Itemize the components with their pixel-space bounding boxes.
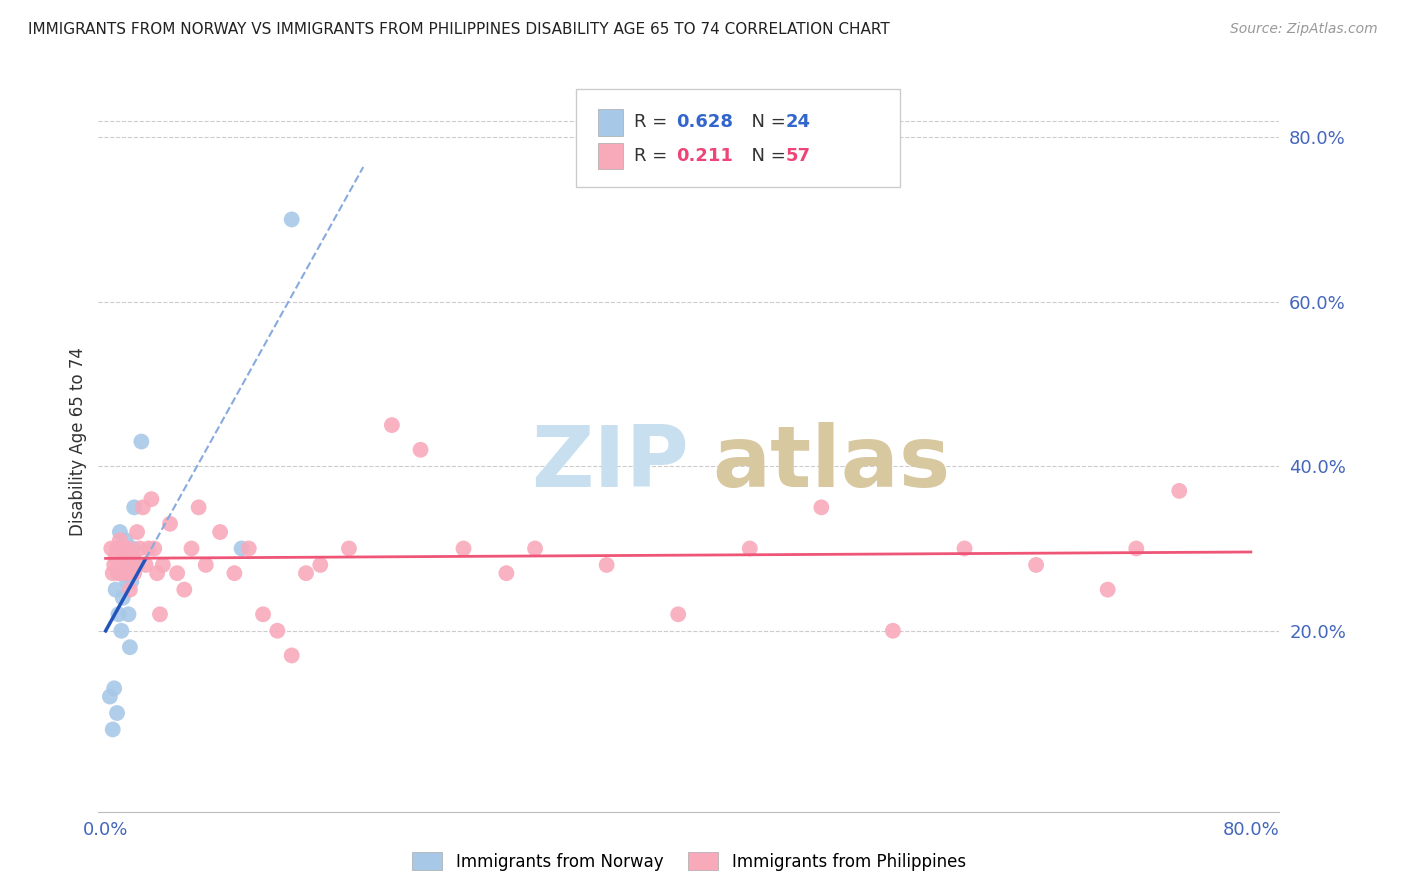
Point (132, 500, 155, 515)
Point (103, 681, 125, 696)
Point (122, 566, 145, 581)
Point (381, 418, 404, 433)
Point (209, 524, 232, 539)
Point (115, 574, 138, 589)
Point (180, 541, 202, 556)
Point (121, 549, 143, 564)
Point (118, 582, 141, 597)
Point (138, 541, 160, 556)
Point (117, 541, 139, 556)
Point (159, 516, 181, 531)
Text: N =: N = (740, 113, 792, 131)
Point (953, 541, 976, 556)
Point (224, 566, 246, 581)
Point (122, 500, 145, 515)
Point (231, 541, 253, 556)
Point (238, 541, 260, 556)
Point (125, 524, 148, 539)
Point (309, 558, 332, 572)
Point (131, 434, 153, 449)
Point (1168, 483, 1191, 498)
Point (117, 607, 139, 622)
Point (120, 574, 142, 589)
Point (280, 648, 302, 663)
Point (666, 607, 689, 622)
Point (337, 541, 360, 556)
Point (103, 558, 125, 572)
Point (194, 558, 217, 572)
Point (1025, 558, 1047, 572)
Point (108, 533, 131, 548)
Point (111, 591, 134, 605)
Point (1125, 541, 1147, 556)
Point (280, 212, 302, 227)
Point (107, 566, 129, 581)
Point (810, 500, 832, 515)
Point (108, 524, 131, 539)
Point (409, 442, 432, 457)
Text: R =: R = (634, 147, 679, 165)
Point (252, 607, 274, 622)
Point (110, 624, 132, 638)
Point (120, 558, 142, 572)
Point (115, 566, 138, 581)
Point (101, 723, 124, 737)
Point (166, 566, 188, 581)
Point (112, 558, 135, 572)
Text: ZIP: ZIP (531, 422, 689, 505)
Point (143, 541, 166, 556)
Point (121, 541, 143, 556)
Text: 0.628: 0.628 (676, 113, 734, 131)
Text: R =: R = (634, 113, 673, 131)
Text: Source: ZipAtlas.com: Source: ZipAtlas.com (1230, 22, 1378, 37)
Text: atlas: atlas (713, 422, 950, 505)
Text: N =: N = (740, 147, 792, 165)
Point (104, 549, 127, 564)
Point (146, 566, 169, 581)
Point (173, 582, 195, 597)
Text: 0.211: 0.211 (676, 147, 733, 165)
Point (101, 566, 124, 581)
Text: 57: 57 (786, 147, 811, 165)
Point (882, 624, 904, 638)
Text: IMMIGRANTS FROM NORWAY VS IMMIGRANTS FROM PHILIPPINES DISABILITY AGE 65 TO 74 CO: IMMIGRANTS FROM NORWAY VS IMMIGRANTS FRO… (28, 22, 890, 37)
Point (114, 533, 136, 548)
Point (118, 640, 141, 655)
Point (135, 558, 157, 572)
Point (1097, 582, 1119, 597)
Point (595, 558, 617, 572)
Point (98, 690, 121, 704)
Point (115, 541, 138, 556)
Point (152, 558, 174, 572)
Point (295, 566, 318, 581)
Point (266, 624, 288, 638)
Point (524, 541, 547, 556)
Point (100, 541, 122, 556)
Point (141, 492, 163, 507)
Point (107, 607, 129, 622)
Point (114, 549, 136, 564)
Point (125, 558, 148, 572)
Point (495, 566, 517, 581)
Point (111, 566, 134, 581)
Point (738, 541, 761, 556)
Point (105, 706, 128, 720)
Point (112, 541, 135, 556)
Point (187, 500, 209, 515)
Point (104, 582, 127, 597)
Point (129, 541, 152, 556)
Legend: Immigrants from Norway, Immigrants from Philippines: Immigrants from Norway, Immigrants from … (405, 846, 973, 878)
Text: 24: 24 (786, 113, 811, 131)
Point (149, 607, 172, 622)
Point (105, 541, 128, 556)
Point (108, 566, 131, 581)
Point (111, 541, 134, 556)
Point (110, 558, 132, 572)
Point (453, 541, 475, 556)
Y-axis label: Disability Age 65 to 74: Disability Age 65 to 74 (69, 347, 87, 536)
